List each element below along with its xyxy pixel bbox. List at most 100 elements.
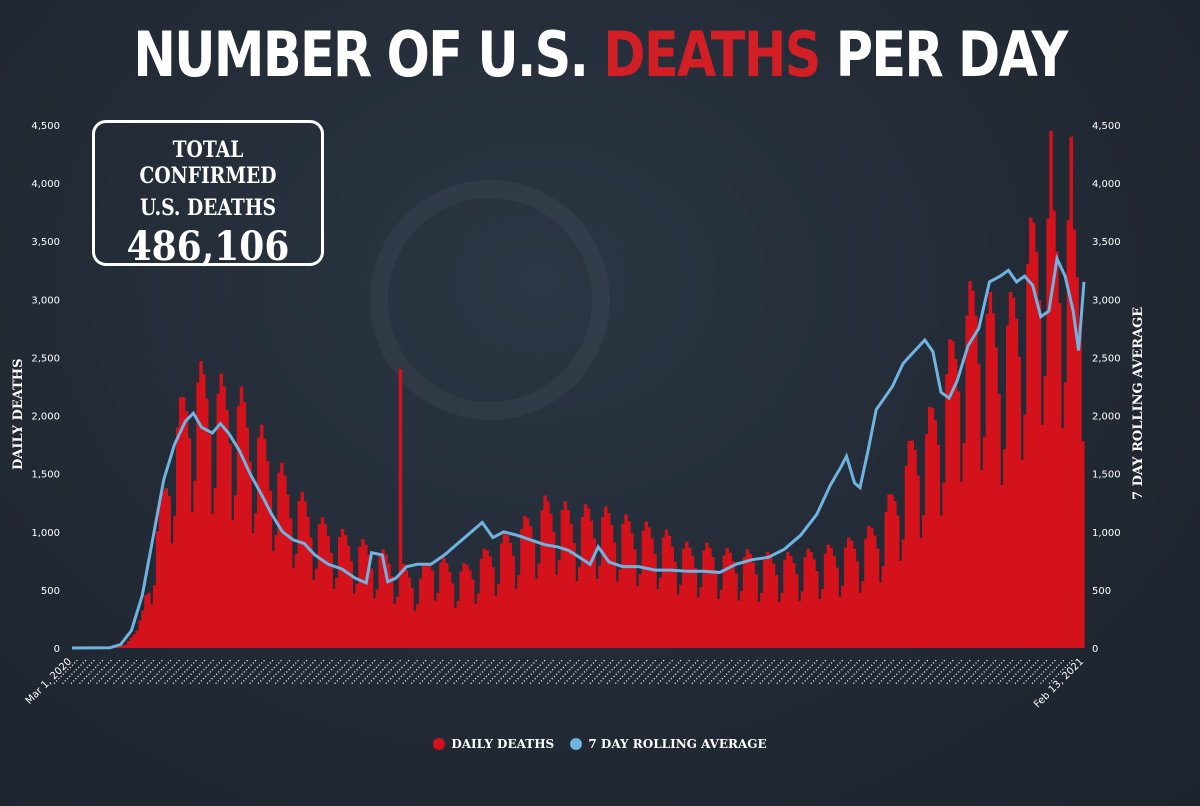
daily-deaths-bar <box>864 538 868 648</box>
daily-deaths-bar <box>624 514 628 648</box>
daily-deaths-bar <box>288 518 293 648</box>
daily-deaths-bar <box>144 595 148 648</box>
daily-deaths-bar <box>1014 318 1019 648</box>
daily-deaths-bar <box>875 548 880 648</box>
daily-deaths-bar <box>656 589 660 648</box>
daily-deaths-bar <box>916 475 920 648</box>
daily-deaths-bar <box>340 528 345 648</box>
daily-deaths-bar <box>421 565 426 648</box>
daily-deaths-bar <box>514 588 518 648</box>
daily-deaths-bar <box>1034 251 1039 648</box>
daily-deaths-bar <box>835 567 839 648</box>
daily-deaths-bar <box>644 521 648 648</box>
daily-deaths-bar <box>661 537 666 648</box>
daily-deaths-bar <box>974 315 978 648</box>
title-highlight: DEATHS <box>603 18 821 91</box>
daily-deaths-bar <box>352 593 356 648</box>
daily-deaths-bar <box>1000 485 1004 648</box>
daily-deaths-bar <box>901 539 906 648</box>
daily-deaths-bar <box>343 535 348 648</box>
daily-deaths-bar <box>439 562 443 648</box>
daily-deaths-bar <box>228 443 232 648</box>
daily-deaths-bar <box>791 563 796 648</box>
daily-deaths-bar <box>1026 263 1030 648</box>
daily-deaths-bar <box>355 583 359 648</box>
daily-deaths-bar <box>673 561 677 648</box>
daily-deaths-bar <box>789 555 793 648</box>
left-y-axis: 0 500 1,000 1,500 2,000 2,500 3,000 3,500 4,000 4… <box>31 121 60 655</box>
daily-deaths-bar <box>551 532 556 648</box>
y-tick-right: 1,000 <box>1092 528 1121 539</box>
daily-deaths-bar <box>699 587 703 648</box>
daily-deaths-bar <box>578 566 582 648</box>
daily-deaths-bar <box>187 438 192 648</box>
daily-deaths-bar <box>126 641 131 648</box>
daily-deaths-bar <box>557 560 562 648</box>
daily-deaths-bar <box>768 555 773 648</box>
daily-deaths-bar <box>968 281 972 648</box>
daily-deaths-bar <box>872 535 877 648</box>
legend-rolling-average: 7 DAY ROLLING AVERAGE <box>570 737 767 751</box>
daily-deaths-bar <box>392 603 397 648</box>
daily-deaths-bar <box>910 440 914 648</box>
daily-deaths-bar <box>572 543 576 648</box>
daily-deaths-bar <box>635 586 640 648</box>
daily-deaths-bar <box>413 610 417 648</box>
daily-deaths-bar <box>462 563 466 648</box>
daily-deaths-bar <box>618 569 622 648</box>
daily-deaths-bar <box>751 562 755 648</box>
daily-deaths-bar <box>205 398 209 648</box>
daily-deaths-bar <box>132 634 137 648</box>
daily-deaths-bar <box>985 313 990 648</box>
daily-deaths-bar <box>783 559 787 648</box>
daily-deaths-bar <box>1023 414 1027 648</box>
daily-deaths-bar <box>606 513 611 648</box>
daily-deaths-bar <box>1060 428 1065 648</box>
daily-deaths-bar <box>890 494 894 648</box>
daily-deaths-bar <box>575 581 579 648</box>
daily-deaths-bar <box>670 546 675 648</box>
daily-deaths-bar <box>601 517 605 648</box>
daily-deaths-bar <box>711 556 715 648</box>
daily-deaths-bar <box>436 592 440 648</box>
daily-deaths-bar <box>786 552 790 648</box>
daily-deaths-bar <box>817 599 822 648</box>
daily-deaths-bar <box>193 480 197 648</box>
daily-deaths-bar <box>404 569 408 648</box>
daily-deaths-bar <box>696 597 701 648</box>
y-axis-label-left: DAILY DEATHS <box>11 359 26 470</box>
daily-deaths-bar <box>650 538 654 648</box>
daily-deaths-bar <box>979 470 984 648</box>
legend-rolling-label: 7 DAY ROLLING AVERAGE <box>588 737 767 751</box>
daily-deaths-bar <box>251 532 255 648</box>
daily-deaths-bar <box>523 515 527 648</box>
daily-deaths-bar <box>418 578 423 648</box>
daily-deaths-bar <box>904 465 909 648</box>
daily-deaths-bar <box>598 565 602 648</box>
daily-deaths-bar <box>300 491 304 648</box>
daily-deaths-bar <box>262 438 267 648</box>
y-tick-right: 2,000 <box>1092 412 1121 423</box>
daily-deaths-bar <box>155 531 160 648</box>
daily-deaths-bar <box>806 548 810 648</box>
daily-deaths-bar <box>771 563 776 648</box>
daily-deaths-bar <box>881 565 886 648</box>
daily-deaths-bar <box>592 538 596 648</box>
daily-deaths-bar <box>398 369 403 648</box>
daily-deaths-bar <box>285 494 290 648</box>
daily-deaths-bar <box>927 406 932 648</box>
daily-deaths-bar <box>1052 210 1056 649</box>
total-deaths-value: 486,106 <box>126 223 290 270</box>
daily-deaths-bar <box>586 508 591 648</box>
daily-deaths-bar <box>491 567 495 648</box>
daily-deaths-bar <box>1055 251 1059 648</box>
daily-deaths-bar <box>754 574 758 648</box>
daily-deaths-bar <box>1069 136 1074 648</box>
daily-deaths-bar <box>338 537 342 648</box>
daily-deaths-bar <box>982 436 987 648</box>
y-tick-left: 4,500 <box>31 121 60 132</box>
daily-deaths-bar <box>138 620 142 648</box>
daily-deaths-bar <box>181 396 186 648</box>
daily-deaths-bar <box>757 601 761 648</box>
daily-deaths-bar <box>632 549 637 648</box>
